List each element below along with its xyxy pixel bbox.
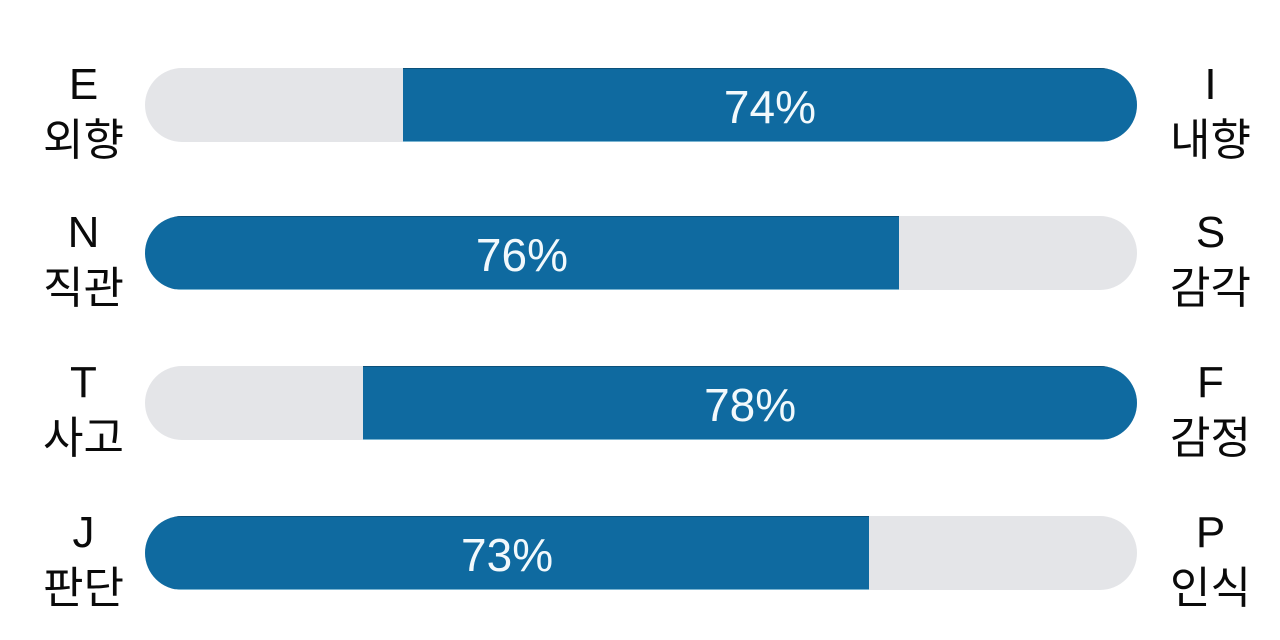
progress-value: 74% — [723, 80, 816, 133]
progress-value: 78% — [704, 378, 797, 431]
progress-fill: 76% — [145, 216, 899, 290]
pole-letter: T — [70, 358, 97, 407]
right-pole-label-s: S 감각 — [1137, 205, 1280, 317]
pole-word: 감정 — [1170, 414, 1251, 463]
progress-track: 78% — [145, 366, 1137, 440]
left-pole-label-e: E 외향 — [0, 57, 145, 169]
pole-letter: I — [1204, 60, 1217, 109]
left-pole-label-n: N 직관 — [0, 205, 145, 317]
dimension-row-jp: J 판단 73% P 인식 — [0, 508, 1280, 613]
right-pole-label-p: P 인식 — [1137, 505, 1280, 617]
right-pole-label-f: F 감정 — [1137, 355, 1280, 467]
dimension-row-ei: E 외향 74% I 내향 — [0, 60, 1280, 165]
right-pole-label-i: I 내향 — [1137, 57, 1280, 169]
progress-value: 76% — [475, 228, 568, 281]
pole-word: 외향 — [43, 116, 124, 165]
pole-letter: S — [1195, 208, 1226, 257]
dimension-row-tf: T 사고 78% F 감정 — [0, 358, 1280, 463]
progress-fill: 73% — [145, 516, 870, 590]
progress-track: 73% — [145, 516, 1137, 590]
left-pole-label-j: J 판단 — [0, 505, 145, 617]
pole-word: 인식 — [1170, 564, 1251, 613]
pole-letter: P — [1195, 508, 1226, 557]
pole-word: 판단 — [43, 564, 124, 613]
pole-letter: N — [67, 208, 100, 257]
progress-fill: 78% — [363, 366, 1137, 440]
pole-word: 감각 — [1170, 264, 1251, 313]
pole-word: 직관 — [43, 264, 124, 313]
progress-track: 74% — [145, 68, 1137, 142]
dimension-row-ns: N 직관 76% S 감각 — [0, 208, 1280, 313]
pole-word: 내향 — [1170, 116, 1251, 165]
pole-word: 사고 — [43, 414, 124, 463]
progress-value: 73% — [461, 528, 554, 581]
left-pole-label-t: T 사고 — [0, 355, 145, 467]
pole-letter: E — [68, 60, 99, 109]
pole-letter: J — [72, 508, 95, 557]
progress-fill: 74% — [402, 68, 1137, 142]
pole-letter: F — [1197, 358, 1224, 407]
progress-track: 76% — [145, 216, 1137, 290]
